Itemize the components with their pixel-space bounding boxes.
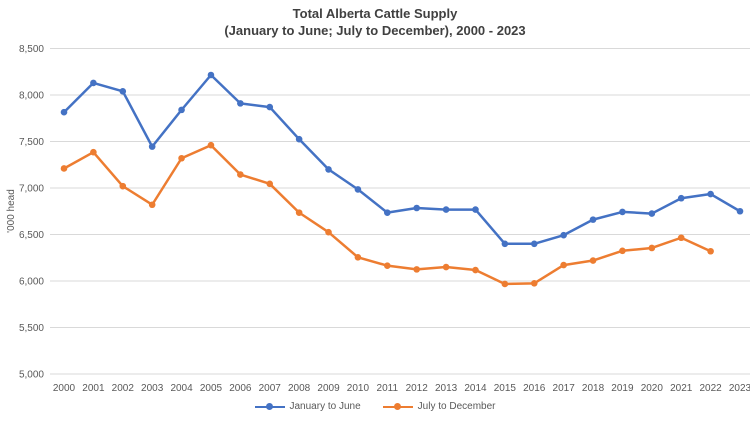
data-point: [207, 71, 215, 79]
data-point: [442, 263, 450, 271]
x-tick-label: 2010: [347, 383, 370, 394]
data-point: [619, 208, 626, 216]
x-tick-label: 2002: [112, 383, 135, 394]
y-axis-label: '000 head: [6, 189, 17, 233]
data-point: [648, 210, 656, 217]
data-point: [178, 154, 185, 162]
data-point: [589, 257, 597, 264]
data-point: [530, 280, 538, 287]
x-tick-label: 2011: [377, 383, 399, 394]
x-tick-label: 2012: [406, 383, 429, 394]
y-tick-label: 8,500: [19, 44, 44, 55]
x-tick-label: 2015: [494, 383, 517, 394]
x-tick-label: 2006: [229, 383, 252, 394]
series-line-0: [63, 73, 741, 246]
data-point: [648, 244, 656, 252]
data-point: [501, 280, 509, 288]
chart-title: Total Alberta Cattle Supply: [292, 6, 458, 21]
legend-item-jul-dec: July to December: [382, 401, 496, 412]
data-point: [442, 206, 450, 213]
data-point: [266, 180, 274, 188]
data-point: [237, 100, 244, 107]
x-tick-label: 2023: [729, 383, 750, 394]
data-point: [413, 266, 420, 273]
y-tick-label: 6,500: [19, 230, 44, 241]
data-point: [384, 262, 391, 269]
x-tick-label: 2003: [141, 383, 164, 394]
data-point: [295, 209, 303, 216]
y-tick-label: 6,000: [19, 277, 44, 288]
data-point: [325, 166, 332, 173]
data-point: [560, 231, 567, 239]
data-point: [119, 182, 127, 190]
y-tick-label: 7,500: [19, 137, 44, 148]
x-tick-label: 2021: [670, 383, 693, 394]
data-point: [237, 171, 244, 178]
data-point: [90, 79, 97, 87]
x-tick-label: 2016: [523, 383, 546, 394]
x-tick-label: 2004: [170, 383, 193, 394]
data-point: [736, 207, 744, 215]
legend-swatch: [254, 402, 285, 410]
data-point: [295, 135, 303, 143]
x-tick-label: 2000: [53, 383, 76, 394]
data-point: [354, 186, 362, 193]
data-point: [501, 240, 509, 248]
legend-label: July to December: [417, 401, 496, 412]
x-tick-label: 2018: [582, 383, 605, 394]
data-point: [472, 206, 479, 213]
data-point: [90, 148, 97, 156]
legend-swatch: [382, 402, 413, 410]
data-point: [707, 190, 714, 198]
data-point: [148, 143, 156, 150]
x-tick-label: 2014: [464, 383, 487, 394]
data-point: [677, 234, 685, 242]
data-point: [119, 87, 127, 95]
data-point: [677, 194, 685, 202]
y-tick-label: 7,000: [19, 184, 44, 195]
data-point: [413, 204, 420, 212]
y-tick-label: 5,000: [19, 370, 44, 381]
legend-item-jan-jun: January to June: [254, 401, 361, 412]
data-point: [384, 209, 391, 216]
x-tick-label: 2013: [435, 383, 458, 394]
x-tick-label: 2017: [553, 383, 576, 394]
x-tick-label: 2022: [699, 383, 722, 394]
data-point: [266, 103, 274, 111]
data-point: [589, 216, 597, 223]
data-point: [472, 266, 479, 274]
x-tick-label: 2019: [611, 383, 634, 394]
x-tick-label: 2008: [288, 383, 311, 394]
data-point: [325, 228, 332, 236]
x-tick-label: 2020: [641, 383, 664, 394]
data-point: [60, 108, 68, 116]
x-tick-label: 2009: [317, 383, 340, 394]
data-point: [354, 253, 362, 261]
data-point: [60, 165, 68, 172]
data-point: [707, 247, 714, 255]
legend-label: January to June: [289, 401, 361, 412]
x-tick-label: 2005: [200, 383, 223, 394]
y-tick-label: 8,000: [19, 91, 44, 102]
data-point: [178, 106, 185, 114]
data-point: [619, 247, 626, 255]
data-point: [560, 261, 567, 269]
y-tick-label: 5,500: [19, 323, 44, 334]
data-point: [207, 141, 215, 149]
data-point: [148, 201, 156, 209]
x-tick-label: 2007: [259, 383, 282, 394]
data-point: [530, 240, 538, 248]
chart-subtitle: (January to June; July to December), 200…: [224, 23, 526, 38]
x-tick-label: 2001: [82, 383, 105, 394]
legend: January to June July to December: [0, 401, 750, 412]
